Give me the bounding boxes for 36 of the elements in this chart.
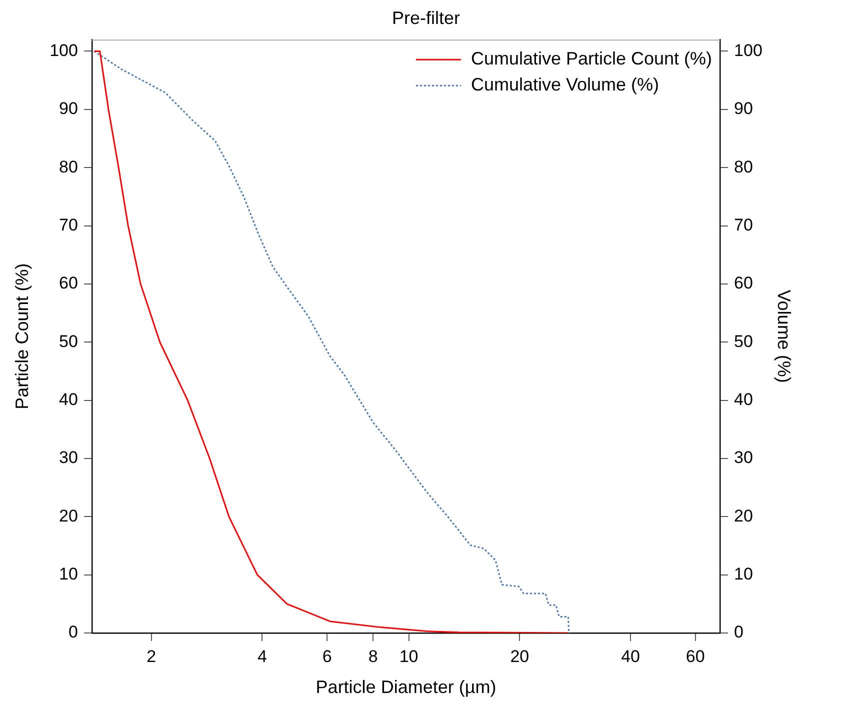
y-tick-label: 0 [68,622,78,642]
y2-tick-label: 70 [734,215,753,234]
y2-tick-label: 90 [734,99,753,118]
y2-tick-label: 40 [734,390,753,409]
y2-tick-label: 100 [734,40,762,60]
x-tick-label: 4 [257,646,267,666]
y2-tick-label: 20 [734,506,753,526]
x-tick-label: 60 [686,646,705,666]
x-tick-label: 6 [322,646,332,666]
y-tick-label: 70 [59,215,78,234]
y-tick-label: 90 [59,99,78,118]
y-tick-label: 20 [59,506,78,526]
x-tick-label: 20 [510,646,530,666]
y2-tick-label: 50 [734,332,753,351]
y-tick-label: 50 [59,332,78,351]
y-axis-title: Particle Count (%) [12,263,32,410]
y2-tick-label: 60 [734,274,753,293]
y2-tick-label: 0 [734,622,744,642]
x-tick-label: 8 [368,646,378,666]
x-tick-label: 10 [399,646,418,666]
y-tick-label: 60 [59,274,78,293]
chart-title: Pre-filter [392,8,460,28]
y2-tick-label: 10 [734,564,753,584]
y2-tick-label: 80 [734,157,753,176]
legend-label: Cumulative Volume (%) [470,74,660,95]
y-tick-label: 10 [59,564,78,584]
y-tick-label: 40 [59,390,78,409]
x-axis-title: Particle Diameter (µm) [316,677,496,698]
x-tick-label: 2 [146,646,156,666]
y2-tick-label: 30 [734,448,753,468]
y-tick-label: 80 [59,157,78,176]
y-tick-label: 100 [50,40,78,60]
legend-label: Cumulative Particle Count (%) [470,48,712,69]
y2-axis-title: Volume (%) [774,290,794,383]
y-tick-label: 30 [59,448,78,468]
x-tick-label: 40 [621,646,640,666]
